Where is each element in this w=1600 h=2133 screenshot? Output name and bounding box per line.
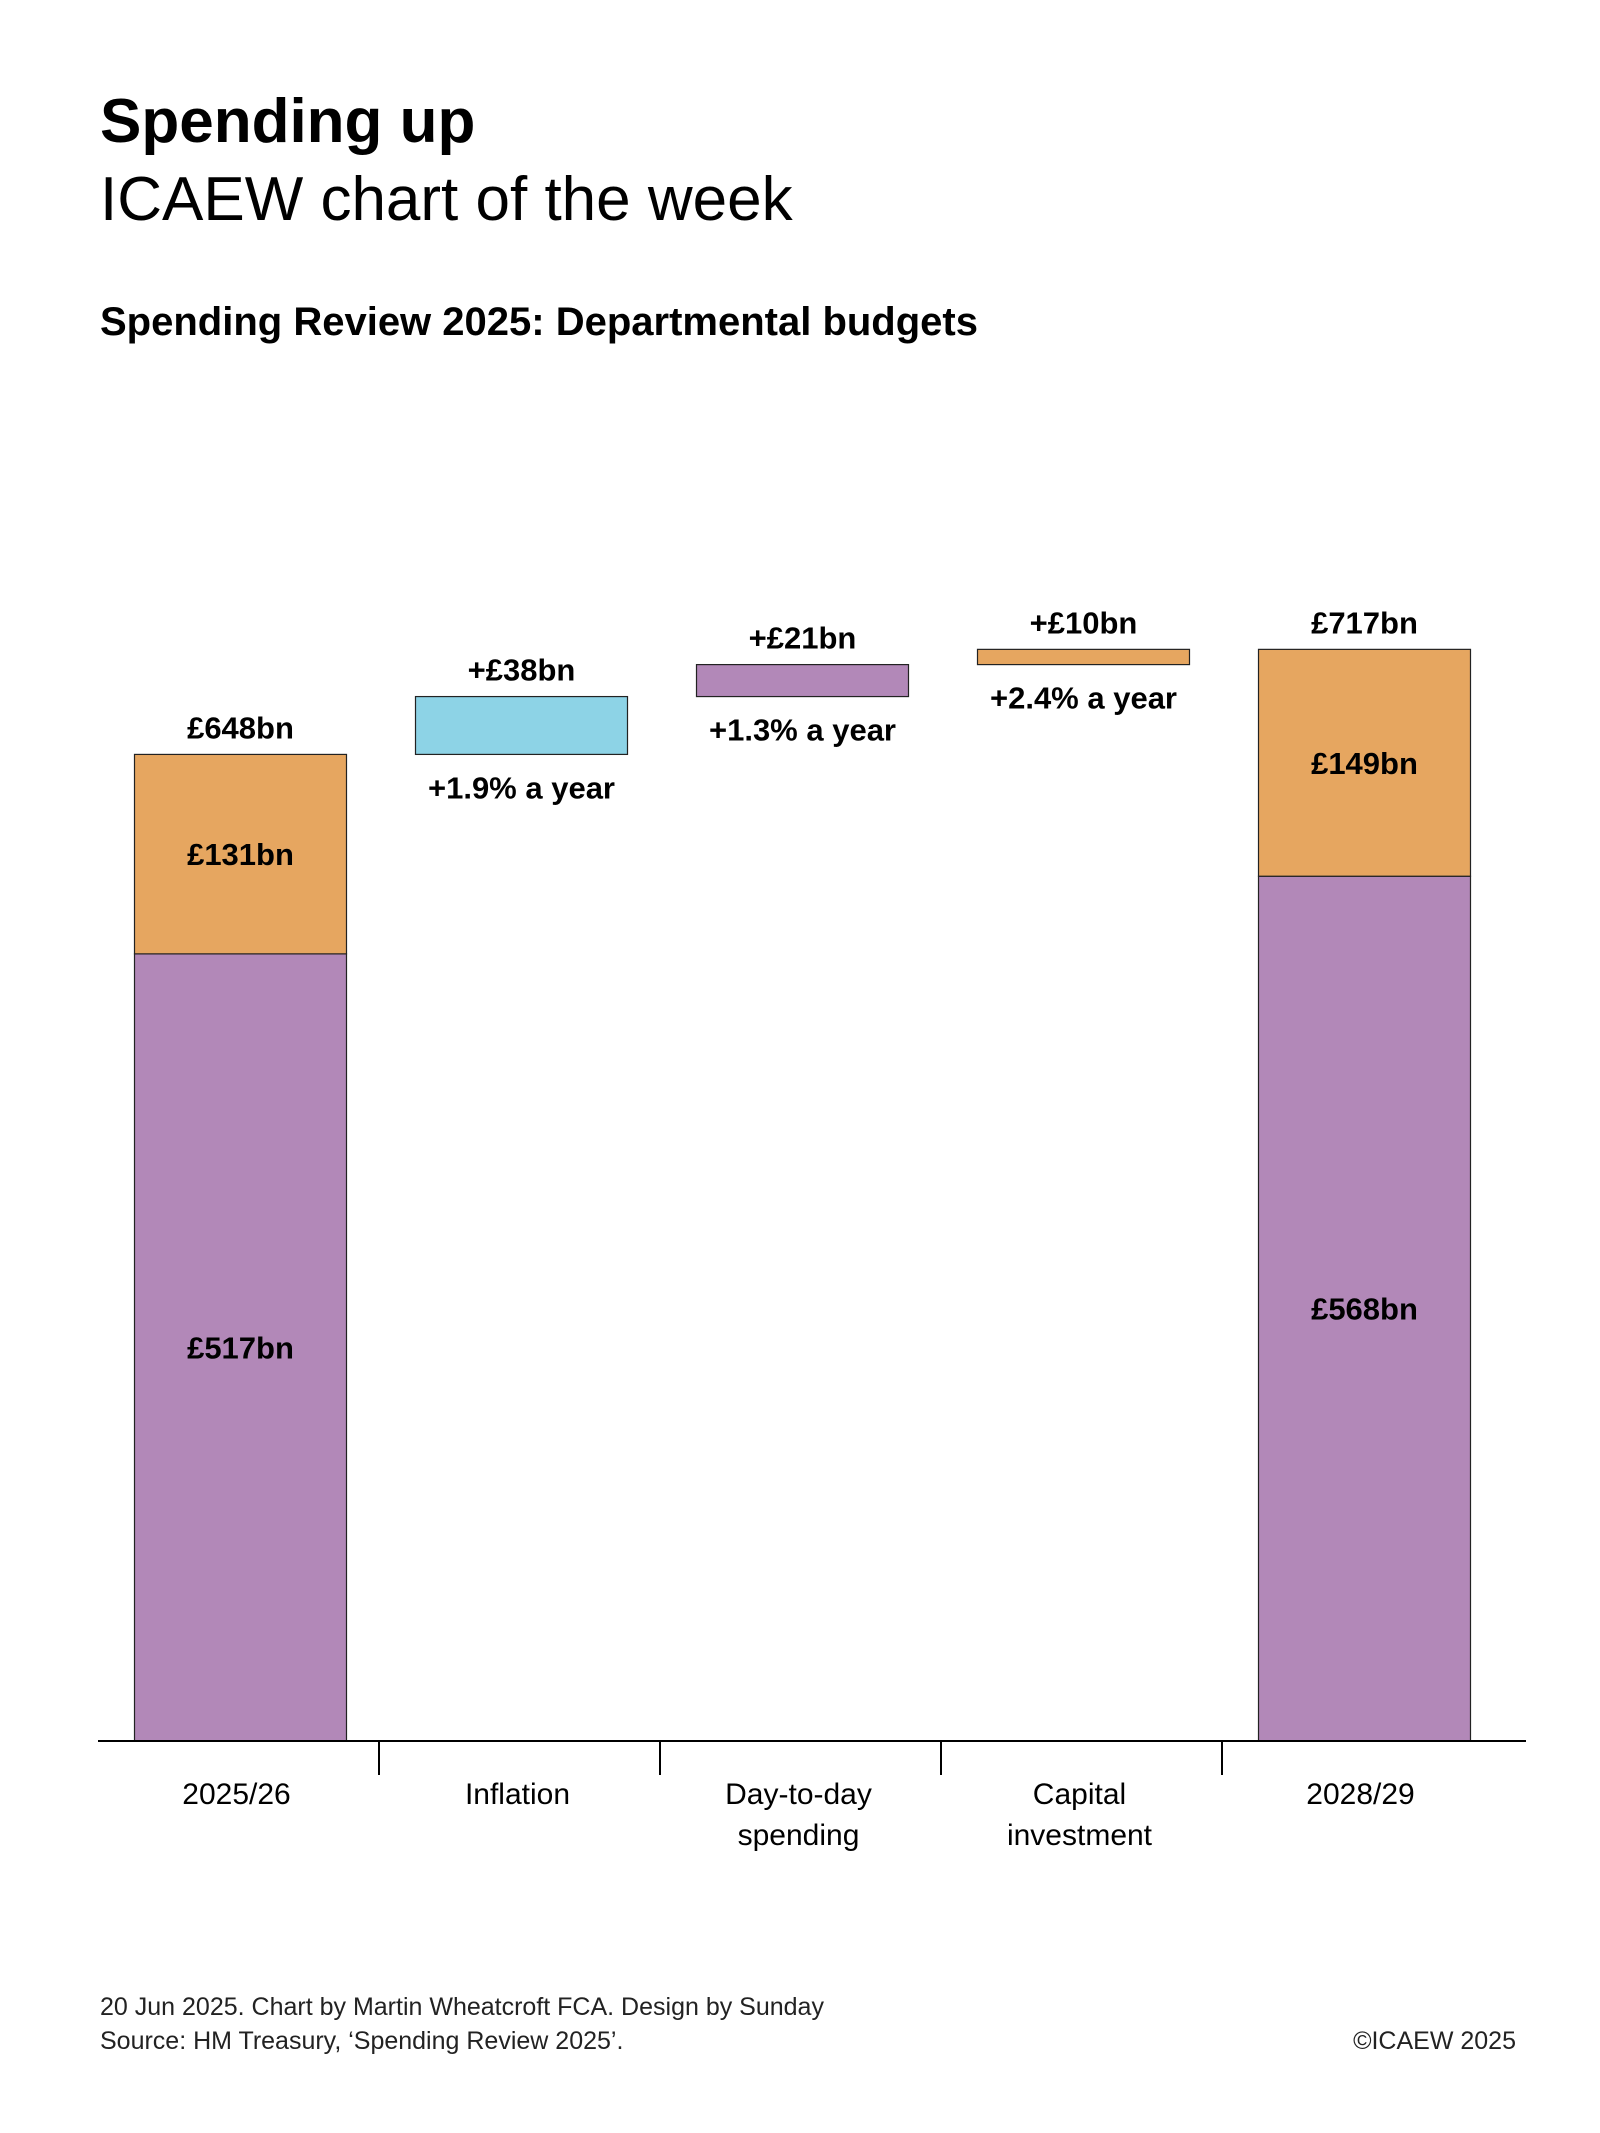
step-bar-inflation: [414, 695, 629, 756]
category-label-day-to-day: spending: [738, 1819, 860, 1852]
change-label-inflation: +£38bn: [468, 653, 576, 688]
category-label-capital: Capital: [1033, 1778, 1126, 1811]
category-label-2028-29: 2028/29: [1306, 1778, 1414, 1811]
change-label-day-to-day: +£21bn: [749, 621, 857, 656]
rate-label-capital: +2.4% a year: [990, 681, 1177, 716]
step-bar-day-to-day: [695, 663, 910, 698]
category-label-inflation: Inflation: [465, 1778, 570, 1811]
footer-credit-line: 20 Jun 2025. Chart by Martin Wheatcroft …: [100, 1993, 824, 2021]
bar-label-2025-26-day-to-day: £517bn: [187, 1330, 294, 1365]
bar-label-2028-29-capital: £149bn: [1311, 746, 1418, 781]
bar-segment-2025-26-day-to-day: [133, 953, 348, 1742]
chart-title: Spending Review 2025: Departmental budge…: [100, 300, 978, 344]
step-bar-capital: [976, 648, 1191, 666]
page-subtitle: ICAEW chart of the week: [100, 165, 793, 234]
page-title: Spending up: [100, 87, 476, 156]
footer-credits: 20 Jun 2025. Chart by Martin Wheatcroft …: [100, 1990, 824, 2058]
footer-copyright: ©ICAEW 2025: [1353, 2027, 1516, 2055]
category-label-capital: investment: [1007, 1819, 1153, 1852]
bar-segment-2025-26-capital: [133, 753, 348, 955]
footer-source-line: Source: HM Treasury, ‘Spending Review 20…: [100, 2027, 624, 2055]
bar-label-2028-29-day-to-day: £568bn: [1311, 1292, 1418, 1327]
category-label-day-to-day: Day-to-day: [725, 1778, 872, 1811]
total-label-2025-26: £648bn: [187, 710, 294, 745]
rate-label-inflation: +1.9% a year: [428, 770, 615, 805]
change-label-capital: +£10bn: [1030, 605, 1138, 640]
bar-segment-2028-29-capital: [1257, 648, 1472, 877]
bar-label-2025-26-capital: £131bn: [187, 837, 294, 872]
bar-segment-2028-29-day-to-day: [1257, 875, 1472, 1742]
rate-label-day-to-day: +1.3% a year: [709, 713, 896, 748]
total-label-2028-29: £717bn: [1311, 605, 1418, 640]
category-label-2025-26: 2025/26: [182, 1778, 290, 1811]
